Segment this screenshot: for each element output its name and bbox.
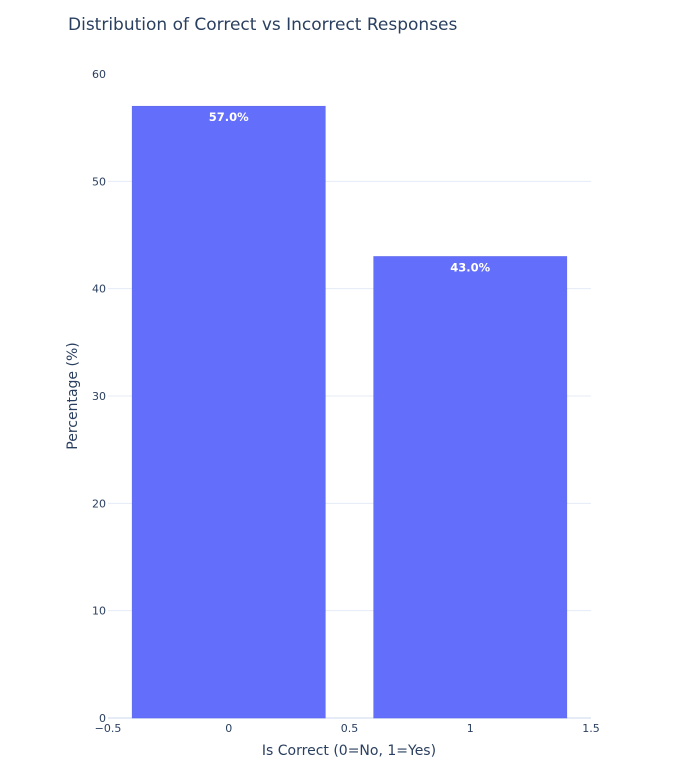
bar[interactable] (373, 256, 568, 719)
y-axis-label: Percentage (%) (65, 342, 81, 449)
x-tick-label: 1 (467, 722, 474, 735)
x-axis-ticks: −0.5 0 0.5 1 1.5 (95, 722, 600, 735)
x-tick-label: 0.5 (341, 722, 359, 735)
x-tick-label: 0 (225, 722, 232, 735)
x-tick-label: 1.5 (582, 722, 600, 735)
x-tick-label: −0.5 (95, 722, 122, 735)
bar[interactable] (131, 105, 326, 719)
y-tick-label: 20 (92, 497, 106, 510)
y-axis-ticks: 0 10 20 30 40 50 60 (92, 68, 106, 725)
y-tick-label: 50 (92, 175, 106, 188)
y-tick-label: 40 (92, 283, 106, 296)
bars: 57.0% 43.0% (131, 105, 568, 719)
y-tick-label: 60 (92, 68, 106, 81)
y-tick-label: 10 (92, 605, 106, 618)
bar-data-label: 57.0% (209, 110, 249, 124)
y-tick-label: 0 (99, 712, 106, 725)
chart-title: Distribution of Correct vs Incorrect Res… (68, 15, 458, 35)
bar-data-label: 43.0% (450, 260, 490, 274)
y-tick-label: 30 (92, 390, 106, 403)
x-axis-label: Is Correct (0=No, 1=Yes) (262, 743, 436, 759)
